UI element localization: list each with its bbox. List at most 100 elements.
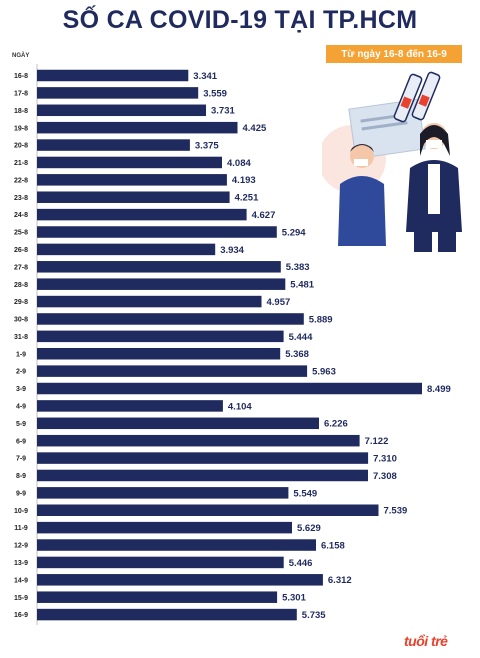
logo-text: tuổi trẻ [404,633,448,649]
chart-title: SỐ CA COVID-19 TẠI TP.HCM [62,6,418,34]
bar-31-8 [37,330,284,343]
value-label-24-8: 4.627 [252,210,276,221]
value-label-5-9: 6.226 [324,419,348,430]
value-label-16-8: 3.341 [193,71,217,82]
tick-label-19-8: 19-8 [14,125,28,132]
bar-2-9 [37,365,308,377]
value-label-8-9: 7.308 [373,471,397,482]
bar-25-8 [37,226,277,238]
tick-label-31-8: 31-8 [14,334,28,341]
bar-18-8 [37,104,206,117]
bar-30-8 [37,313,304,325]
value-label-17-8: 3.559 [203,88,227,99]
tick-label-29-8: 29-8 [14,299,28,306]
bar-15-9 [37,591,278,603]
tick-label-3-9: 3-9 [16,386,26,393]
value-label-26-8: 3.934 [220,245,244,256]
bar-9-9 [37,487,289,499]
value-label-3-9: 8.499 [427,384,451,395]
bar-6-9 [37,434,360,447]
bar-24-8 [37,208,247,221]
value-label-29-8: 4.957 [267,297,291,308]
tick-label-25-8: 25-8 [14,230,28,237]
value-label-20-8: 3.375 [195,140,219,151]
tick-label-18-8: 18-8 [14,108,28,115]
tick-label-12-9: 12-9 [14,543,28,550]
tick-label-20-8: 20-8 [14,143,28,150]
tick-label-22-8: 22-8 [14,177,28,184]
value-label-6-9: 7.122 [365,436,389,447]
value-label-25-8: 5.294 [282,227,306,238]
tick-label-26-8: 26-8 [14,247,28,254]
value-label-4-9: 4.104 [228,401,252,412]
tick-label-16-8: 16-8 [14,73,28,80]
axis-label-date: NGÀY [12,53,30,59]
value-label-23-8: 4.251 [235,193,259,204]
bar-8-9 [37,469,368,482]
bar-13-9 [37,556,284,569]
bar-4-9 [37,400,223,412]
tick-label-13-9: 13-9 [14,560,28,567]
value-label-2-9: 5.963 [312,367,336,378]
tick-label-4-9: 4-9 [16,404,26,411]
value-label-16-9: 5.735 [302,610,326,621]
value-label-15-9: 5.301 [282,593,306,604]
value-label-28-8: 5.481 [290,280,314,291]
value-label-30-8: 5.889 [309,314,333,325]
bar-7-9 [37,452,369,464]
tick-label-11-9: 11-9 [14,525,28,532]
value-label-21-8: 4.084 [227,158,251,169]
bar-1-9 [37,347,281,360]
bar-21-8 [37,156,222,169]
bar-10-9 [37,504,379,516]
tick-label-28-8: 28-8 [14,282,28,289]
value-label-9-9: 5.549 [293,488,317,499]
bar-23-8 [37,191,230,203]
value-label-12-9: 6.158 [321,540,345,551]
bar-19-8 [37,121,238,134]
tick-label-6-9: 6-9 [16,438,26,445]
bar-20-8 [37,139,190,151]
bar-16-8 [37,69,189,82]
tick-label-10-9: 10-9 [14,508,28,515]
tick-label-30-8: 30-8 [14,317,28,324]
tick-label-14-9: 14-9 [14,577,28,584]
value-label-18-8: 3.731 [211,106,235,117]
value-label-10-9: 7.539 [384,506,408,517]
value-label-7-9: 7.310 [373,453,397,464]
bar-26-8 [37,243,216,256]
value-label-14-9: 6.312 [328,575,352,586]
value-label-31-8: 5.444 [289,332,313,343]
tick-label-16-9: 16-9 [14,612,28,619]
tick-label-21-8: 21-8 [14,160,28,167]
tick-label-8-9: 8-9 [16,473,26,480]
value-label-11-9: 5.629 [297,523,321,534]
tick-label-2-9: 2-9 [16,369,26,376]
tick-label-7-9: 7-9 [16,456,26,463]
bar-14-9 [37,574,323,586]
value-label-13-9: 5.446 [289,558,313,569]
value-label-19-8: 4.425 [243,123,267,134]
tick-label-5-9: 5-9 [16,421,26,428]
tick-label-15-9: 15-9 [14,595,28,602]
tick-label-1-9: 1-9 [16,351,26,358]
bar-17-8 [37,87,199,99]
bar-16-9 [37,608,297,621]
bar-5-9 [37,417,319,430]
value-label-27-8: 5.383 [286,262,310,273]
tuoi-tre-logo: tuổi trẻ [404,630,474,652]
bar-3-9 [37,382,422,395]
tick-label-24-8: 24-8 [14,212,28,219]
bar-29-8 [37,295,262,308]
tick-label-17-8: 17-8 [14,90,28,97]
tick-label-27-8: 27-8 [14,264,28,271]
covid-test-illustration [322,71,462,252]
value-label-22-8: 4.193 [232,175,256,186]
bar-27-8 [37,261,281,273]
date-range-badge: Từ ngày 16-8 đến 16-9 [326,45,462,63]
tick-label-23-8: 23-8 [14,195,28,202]
tick-label-9-9: 9-9 [16,490,26,497]
bar-12-9 [37,539,316,551]
bar-22-8 [37,174,227,186]
